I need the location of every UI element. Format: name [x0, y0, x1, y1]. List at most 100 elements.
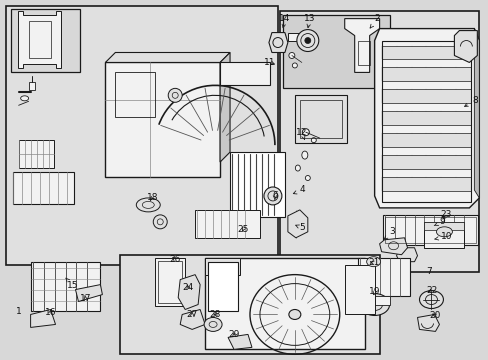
Text: 21: 21 [367, 258, 379, 267]
Bar [29, 21, 50, 58]
Ellipse shape [296, 30, 318, 51]
Polygon shape [220, 62, 269, 85]
Polygon shape [287, 210, 307, 238]
Text: 28: 28 [209, 310, 220, 319]
Polygon shape [359, 296, 389, 305]
Bar [229, 152, 285, 217]
Polygon shape [220, 53, 229, 162]
Bar [381, 89, 470, 103]
Polygon shape [227, 334, 251, 349]
Bar [357, 41, 369, 66]
Text: 25: 25 [237, 225, 248, 234]
Ellipse shape [203, 318, 222, 332]
Bar [294, 95, 346, 143]
Text: 23: 23 [440, 210, 451, 219]
Ellipse shape [20, 96, 29, 101]
Ellipse shape [295, 165, 300, 171]
Ellipse shape [419, 291, 443, 309]
Text: 9: 9 [433, 217, 445, 226]
Text: 14: 14 [279, 14, 290, 28]
Text: 27: 27 [186, 310, 198, 319]
Text: 15: 15 [66, 278, 78, 290]
Bar [381, 41, 470, 202]
Bar [279, 11, 478, 272]
Text: 13: 13 [304, 14, 315, 28]
Text: 11: 11 [264, 58, 275, 67]
Ellipse shape [168, 88, 182, 102]
Bar [381, 67, 470, 81]
Text: 8: 8 [464, 96, 477, 107]
Bar [381, 45, 470, 59]
Text: 18: 18 [146, 193, 158, 202]
Bar [120, 255, 379, 354]
Bar [208, 262, 238, 311]
Polygon shape [396, 248, 417, 262]
Polygon shape [75, 285, 102, 302]
Text: 26: 26 [169, 255, 181, 264]
Polygon shape [453, 31, 476, 62]
Bar [424, 222, 464, 248]
Bar [283, 15, 389, 88]
Bar [115, 72, 155, 117]
Polygon shape [105, 53, 229, 62]
Bar [31, 262, 100, 311]
Text: 10: 10 [434, 232, 451, 241]
Polygon shape [424, 222, 464, 230]
Polygon shape [268, 32, 287, 53]
Text: 19: 19 [368, 287, 380, 296]
Bar [384, 217, 475, 243]
Text: 7: 7 [426, 267, 431, 276]
Ellipse shape [288, 310, 300, 319]
Polygon shape [178, 275, 200, 310]
Bar [381, 177, 470, 191]
Ellipse shape [436, 227, 451, 237]
Ellipse shape [311, 138, 316, 143]
Text: 20: 20 [429, 311, 440, 320]
Bar [155, 258, 185, 306]
Text: 22: 22 [426, 286, 437, 295]
Bar [382, 215, 477, 245]
Ellipse shape [301, 151, 307, 159]
Bar [357, 258, 408, 296]
Bar [105, 62, 220, 177]
Polygon shape [344, 19, 379, 72]
Ellipse shape [302, 129, 309, 136]
Bar [287, 32, 315, 41]
Text: 24: 24 [182, 283, 193, 292]
Polygon shape [379, 238, 407, 255]
Ellipse shape [136, 198, 160, 212]
Bar [158, 261, 182, 302]
Text: 1: 1 [16, 307, 21, 316]
Bar [299, 100, 341, 138]
Bar [381, 133, 470, 147]
Ellipse shape [304, 37, 310, 44]
Polygon shape [417, 315, 439, 332]
Ellipse shape [288, 53, 294, 58]
Polygon shape [473, 28, 478, 198]
Text: 16: 16 [45, 308, 56, 317]
Ellipse shape [153, 215, 167, 229]
Text: 12: 12 [296, 128, 307, 140]
Ellipse shape [366, 257, 380, 267]
Text: 6: 6 [271, 192, 277, 201]
Bar [344, 265, 374, 315]
Polygon shape [180, 310, 204, 329]
Ellipse shape [264, 187, 281, 205]
Text: 3: 3 [384, 227, 395, 239]
Bar [13, 172, 74, 204]
Text: 17: 17 [80, 294, 91, 303]
Polygon shape [29, 82, 35, 90]
Bar [6, 6, 277, 265]
Bar [204, 258, 364, 349]
Ellipse shape [292, 63, 297, 68]
Bar [19, 140, 53, 168]
Text: 2: 2 [369, 14, 380, 28]
Ellipse shape [305, 176, 310, 180]
Polygon shape [204, 258, 240, 275]
Polygon shape [18, 11, 61, 68]
Bar [11, 9, 81, 72]
Text: 29: 29 [228, 330, 239, 339]
Polygon shape [374, 28, 478, 208]
Bar [381, 111, 470, 125]
Text: 5: 5 [295, 223, 304, 232]
